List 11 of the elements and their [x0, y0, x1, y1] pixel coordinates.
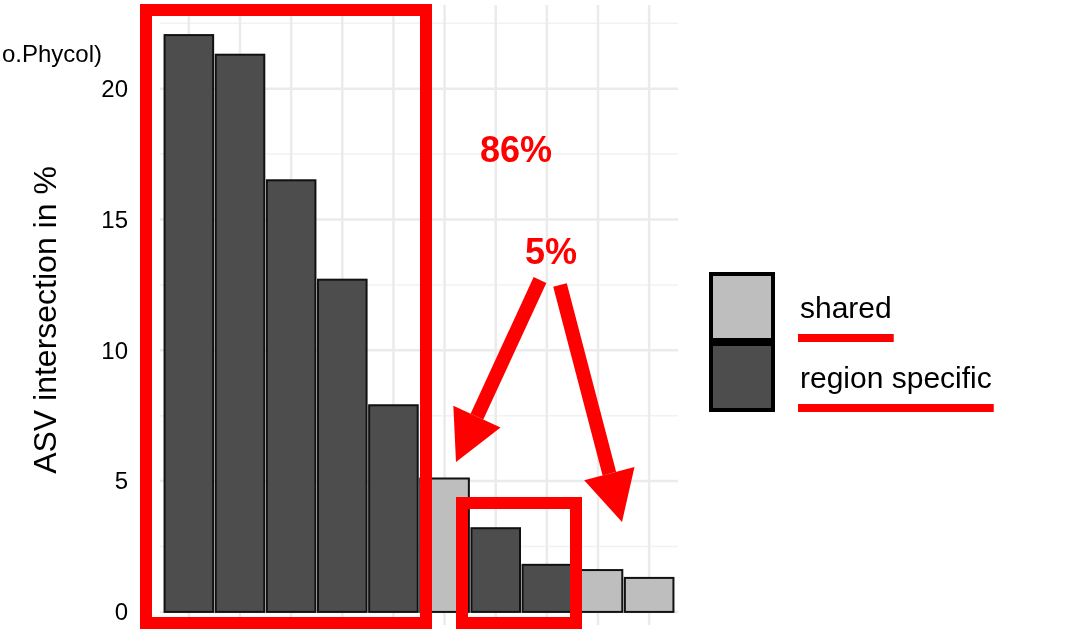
y-tick-label: 20: [101, 74, 128, 102]
annotation: 86%: [479, 129, 553, 170]
y-tick-label: 10: [101, 336, 128, 364]
annotation: 5%: [524, 231, 578, 272]
legend-label: shared: [800, 291, 892, 324]
text: o.Phycol): [2, 40, 103, 67]
y-tick-label: 0: [114, 598, 128, 626]
y-tick-label: 5: [114, 467, 128, 495]
y-axis-title: ASV intersection in %: [27, 166, 63, 474]
y-tick-label: 15: [101, 205, 128, 233]
legend-label: region specific: [800, 361, 992, 394]
